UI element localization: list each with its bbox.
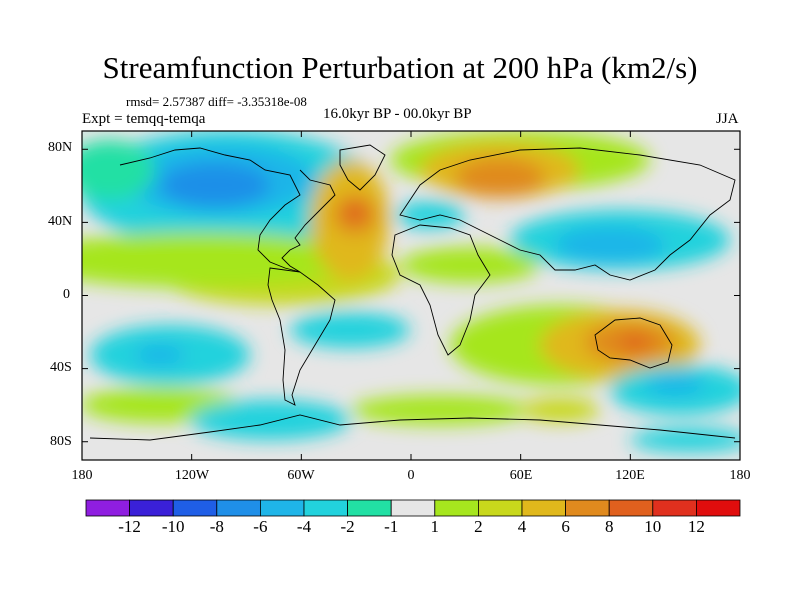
y-tick-label-80s: 80S <box>50 434 72 449</box>
y-tick-label-40n: 40N <box>48 214 73 229</box>
stats-text: rmsd= 2.57387 diff= -3.35318e-08 <box>126 94 307 109</box>
colorbar-swatch-14 <box>696 499 741 517</box>
period-label: 16.0kyr BP - 00.0kyr BP <box>323 106 472 122</box>
x-tick-label-60e: 60E <box>509 468 533 483</box>
x-tick-label-120w: 120W <box>174 468 210 483</box>
colorbar-label-11: 8 <box>604 517 614 536</box>
season-label: JJA <box>716 111 739 127</box>
blob-asia-blue <box>555 227 665 263</box>
colorbar-label-6: -1 <box>384 517 399 536</box>
colorbar-swatch-12 <box>608 499 654 517</box>
colorbar-label-4: -4 <box>296 517 312 536</box>
x-tick-label-120e: 120E <box>615 468 645 483</box>
field-layer <box>82 131 740 460</box>
colorbar-label-12: 10 <box>644 517 662 536</box>
colorbar-swatch-13 <box>652 499 697 517</box>
colorbar-label-13: 12 <box>687 517 705 536</box>
colorbar-swatch-4 <box>259 499 305 517</box>
coastlines <box>89 144 736 441</box>
blob-aus-red <box>620 334 650 350</box>
x-ticks <box>81 131 741 460</box>
blob-so-yellow <box>520 398 600 422</box>
y-tick-label-0: 0 <box>63 287 70 302</box>
x-tick-label-180e: 180 <box>729 468 751 483</box>
y-tick-label-80n: 80N <box>48 140 73 155</box>
coast-north-america <box>119 147 336 273</box>
coast-greenland <box>339 144 386 191</box>
coast-africa <box>391 224 491 356</box>
colorbar-label-5: -2 <box>340 517 355 536</box>
blob-satl-cyan <box>290 312 410 348</box>
blob-africa-green <box>400 247 540 283</box>
blob-ant-cyan <box>630 428 740 452</box>
coast-south-america <box>267 267 336 406</box>
coast-eurasia <box>399 147 736 281</box>
colorbar-label-8: 2 <box>474 517 483 536</box>
blob-med-cyan <box>395 201 465 229</box>
blob-eur-orange <box>455 158 545 198</box>
colorbar-swatch-2 <box>172 499 218 517</box>
y-ticks <box>82 148 740 443</box>
colorbar-label-9: 4 <box>517 517 527 536</box>
colorbar-swatch-9 <box>477 499 523 517</box>
colorbar-swatch-10 <box>521 499 566 517</box>
coast-antarctica <box>89 414 736 441</box>
blob-pac-green <box>82 140 155 200</box>
colorbar-label-7: 1 <box>430 517 440 536</box>
colorbar-swatch-8 <box>434 499 479 517</box>
experiment-label: Expt = temqq-temqa <box>82 111 206 127</box>
colorbar-label-2: -8 <box>209 517 224 536</box>
chart-title: Streamfunction Perturbation at 200 hPa (… <box>102 50 698 85</box>
colorbar-swatch-0 <box>85 499 130 517</box>
colorbar-label-10: 6 <box>561 517 570 536</box>
x-tick-label-60w: 60W <box>287 468 315 483</box>
blob-so-cyan <box>190 400 350 440</box>
colorbar <box>85 499 741 517</box>
colorbar-swatch-11 <box>565 499 610 517</box>
blob-so-green2 <box>350 395 530 425</box>
blob-spac-blue <box>135 345 185 365</box>
x-tick-label-180w: 180 <box>71 468 93 483</box>
colorbar-swatch-6 <box>347 499 392 517</box>
blob-na-deep <box>160 163 270 207</box>
colorbar-label-0: -12 <box>118 517 141 536</box>
blob-atl-red <box>343 202 367 222</box>
coast-australia <box>594 317 673 369</box>
x-tick-label-0: 0 <box>407 468 415 483</box>
y-tick-label-40s: 40S <box>50 360 72 375</box>
colorbar-swatch-5 <box>303 499 348 517</box>
colorbar-label-3: -6 <box>253 517 268 536</box>
blob-sio-blue <box>645 375 705 395</box>
colorbar-swatch-7 <box>390 499 436 517</box>
colorbar-swatch-3 <box>216 499 261 517</box>
colorbar-label-1: -10 <box>161 517 185 536</box>
colorbar-swatch-1 <box>129 499 174 517</box>
